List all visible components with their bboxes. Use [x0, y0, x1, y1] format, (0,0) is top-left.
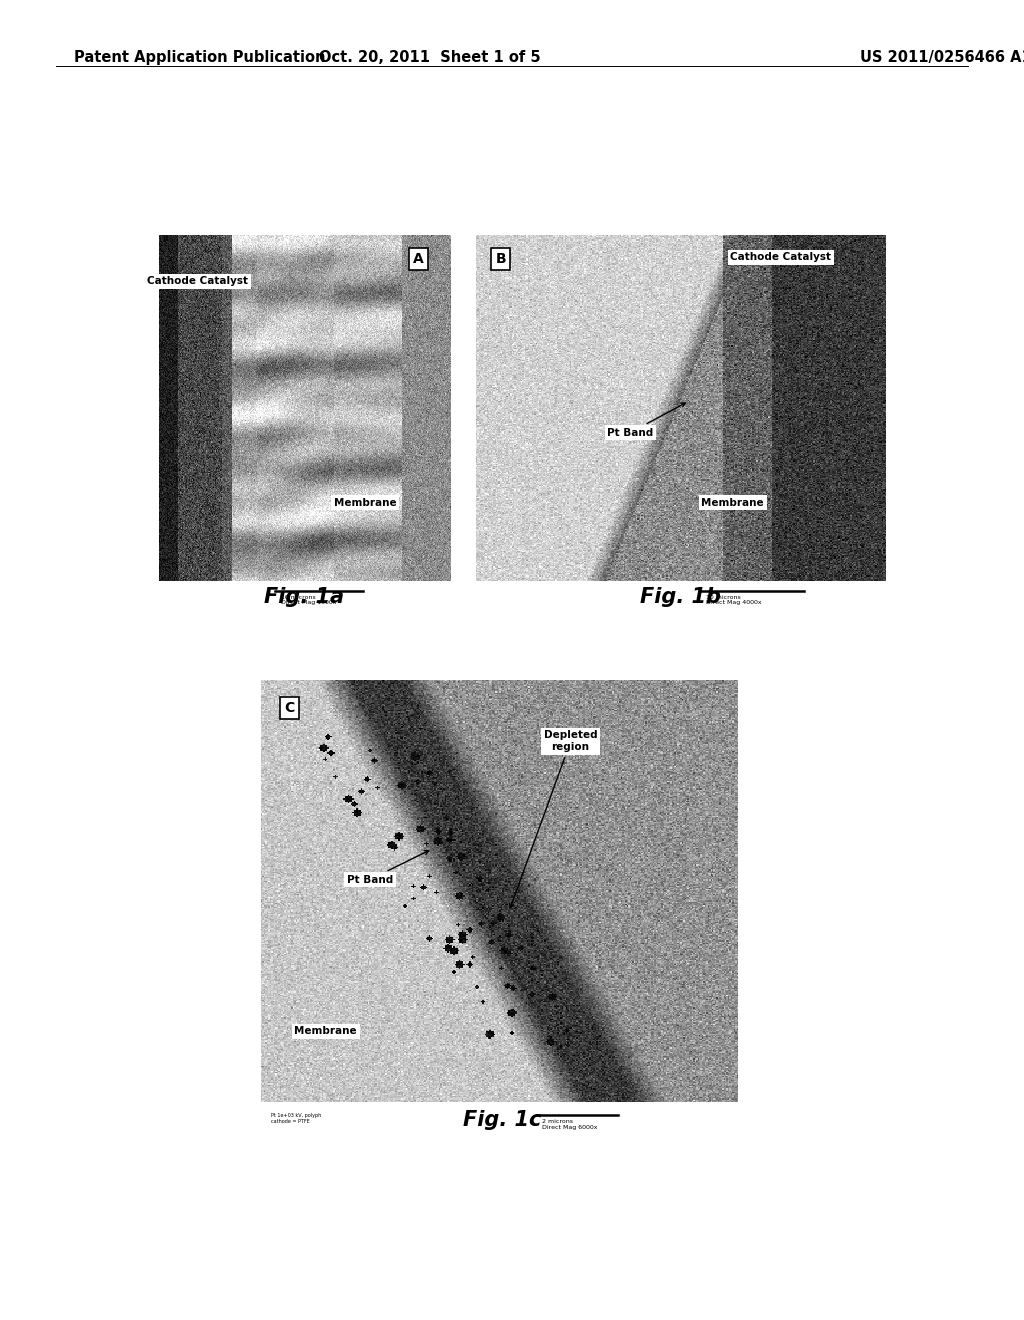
Text: Membrane: Membrane — [701, 498, 764, 508]
Text: Fig. 1c: Fig. 1c — [463, 1110, 541, 1130]
Text: Fig. 1a: Fig. 1a — [264, 587, 344, 607]
Text: Cathode Catalyst: Cathode Catalyst — [147, 276, 248, 286]
Text: 2 microns
Direct Mag 6000x: 2 microns Direct Mag 6000x — [542, 1119, 598, 1130]
Text: 10 microns
Direct Mag 1000x: 10 microns Direct Mag 1000x — [282, 594, 337, 606]
Text: Fig. 1b: Fig. 1b — [640, 587, 722, 607]
Text: Oct. 20, 2011  Sheet 1 of 5: Oct. 20, 2011 Sheet 1 of 5 — [319, 50, 541, 65]
Text: Pt 1e+03 kV, polyph
cathode = PTFE: Pt 1e+03 kV, polyph cathode = PTFE — [270, 1113, 321, 1123]
Text: B: B — [496, 252, 506, 267]
Text: Depleted
region: Depleted region — [510, 730, 597, 908]
Text: 10 microns
Direct Mag 4000x: 10 microns Direct Mag 4000x — [706, 594, 761, 606]
Text: Patent Application Publication: Patent Application Publication — [74, 50, 326, 65]
Text: A: A — [413, 252, 424, 267]
Text: Pt Band: Pt Band — [607, 403, 685, 437]
Text: C: C — [285, 701, 295, 715]
Text: US 2011/0256466 A1: US 2011/0256466 A1 — [860, 50, 1024, 65]
Text: Pt Band: Pt Band — [347, 850, 429, 884]
Text: Cathode Catalyst: Cathode Catalyst — [730, 252, 831, 263]
Text: Membrane: Membrane — [334, 498, 396, 508]
Text: Membrane: Membrane — [295, 1026, 357, 1036]
